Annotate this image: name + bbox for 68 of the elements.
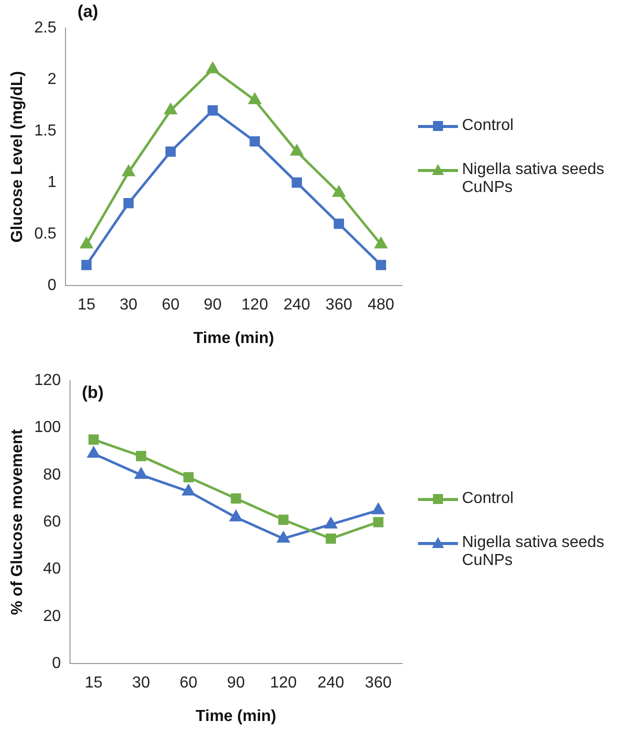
point xyxy=(88,446,100,458)
y-tick-label: 0 xyxy=(48,277,57,294)
x-tick-label: 60 xyxy=(180,674,198,692)
point xyxy=(334,218,344,229)
x-tick-label: 30 xyxy=(132,674,150,692)
point xyxy=(183,472,194,482)
point xyxy=(230,510,242,522)
point xyxy=(374,238,387,248)
y-axis-title: Glucose Level (mg/dL) xyxy=(9,71,26,243)
point xyxy=(373,516,384,528)
y-tick-label: 120 xyxy=(34,372,61,390)
y-tick-label: 40 xyxy=(43,560,61,578)
point xyxy=(122,166,135,176)
point xyxy=(123,198,134,208)
x-tick-label: 90 xyxy=(204,296,222,314)
y-tick-label: 0 xyxy=(52,655,61,672)
x-tick-label: 360 xyxy=(364,674,392,692)
point xyxy=(326,533,336,544)
y-tick-label: 60 xyxy=(43,514,61,531)
point xyxy=(250,136,260,146)
legend-label: Control xyxy=(462,490,514,508)
legend-label: Control xyxy=(462,117,514,135)
x-tick-label: 480 xyxy=(368,296,394,314)
x-tick-label: 90 xyxy=(227,674,245,692)
point xyxy=(248,93,261,104)
point xyxy=(208,105,218,116)
point xyxy=(165,146,176,157)
point xyxy=(135,468,148,479)
point xyxy=(324,518,337,528)
point xyxy=(182,484,195,496)
x-axis-title: Time (min) xyxy=(196,708,276,725)
point xyxy=(277,532,290,543)
x-tick-label: 15 xyxy=(78,296,96,314)
x-tick-label: 360 xyxy=(326,296,352,314)
y-tick-label: 1.5 xyxy=(34,122,57,140)
y-tick-label: 2 xyxy=(48,70,57,88)
point xyxy=(164,104,177,114)
x-tick-label: 30 xyxy=(120,296,138,314)
point xyxy=(278,514,289,525)
point xyxy=(332,186,345,197)
y-tick-label: 0.5 xyxy=(34,225,57,242)
y-tick-label: 1 xyxy=(48,174,57,191)
legend-label: Nigella sativa seeds CuNPs xyxy=(462,161,606,197)
x-tick-label: 15 xyxy=(84,674,103,692)
x-tick-label: 120 xyxy=(270,674,297,692)
point xyxy=(230,493,242,504)
legend-label: Nigella sativa seeds CuNPs xyxy=(462,534,606,570)
x-tick-label: 120 xyxy=(241,296,268,314)
chart-title: (b) xyxy=(82,382,104,402)
point xyxy=(80,238,92,248)
y-axis-title: % of Glucose movement xyxy=(9,428,26,616)
point xyxy=(88,434,99,445)
x-tick-label: 60 xyxy=(162,296,180,314)
x-tick-label: 240 xyxy=(317,674,344,692)
x-tick-label: 240 xyxy=(283,296,310,314)
x-axis-title: Time (min) xyxy=(193,330,274,347)
y-tick-label: 80 xyxy=(43,466,61,484)
y-tick-label: 2.5 xyxy=(34,19,57,36)
point xyxy=(290,144,303,156)
point xyxy=(136,450,146,462)
y-tick-label: 100 xyxy=(34,419,61,436)
point xyxy=(372,504,384,514)
point xyxy=(81,260,92,270)
point xyxy=(292,177,302,188)
point xyxy=(376,260,386,270)
y-tick-label: 20 xyxy=(43,608,61,625)
chart-title: (a) xyxy=(77,2,98,22)
point xyxy=(206,62,219,74)
